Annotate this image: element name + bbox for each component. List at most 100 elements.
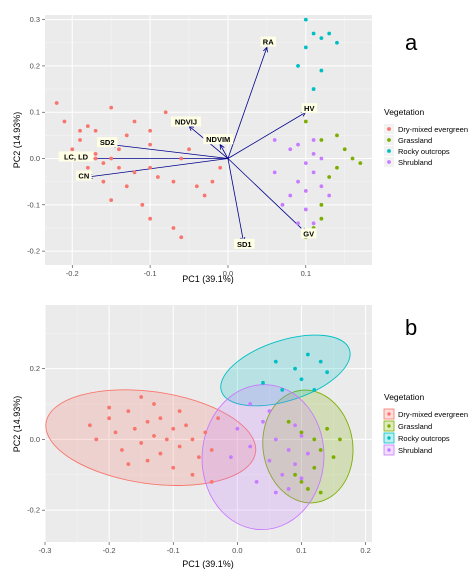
loading-label: GV bbox=[303, 229, 314, 238]
data-point bbox=[261, 419, 265, 424]
data-point bbox=[158, 451, 163, 456]
data-point bbox=[132, 119, 137, 124]
legend-label: Dry-mixed evergreen bbox=[398, 410, 468, 419]
data-point bbox=[312, 437, 317, 442]
data-point bbox=[303, 45, 308, 50]
data-point bbox=[171, 179, 176, 184]
data-point bbox=[235, 426, 240, 431]
legend-label: Grassland bbox=[398, 136, 432, 145]
data-point bbox=[305, 487, 310, 491]
data-point bbox=[124, 133, 129, 138]
data-point bbox=[318, 448, 323, 452]
confidence-ellipse bbox=[201, 384, 325, 531]
data-point bbox=[296, 179, 300, 184]
x-tick-label: -0.3 bbox=[39, 546, 52, 555]
data-point bbox=[335, 165, 339, 170]
loading-label-box bbox=[58, 151, 94, 162]
data-point bbox=[311, 170, 316, 175]
data-point bbox=[327, 31, 332, 36]
data-point bbox=[318, 490, 323, 495]
data-point bbox=[179, 235, 184, 240]
data-point bbox=[203, 430, 208, 435]
data-point bbox=[254, 479, 259, 484]
data-point bbox=[311, 87, 316, 91]
data-point bbox=[107, 416, 112, 421]
data-point bbox=[305, 352, 310, 357]
data-point bbox=[187, 147, 191, 152]
data-point bbox=[267, 458, 272, 463]
data-point bbox=[272, 170, 277, 175]
loading-label: SD1 bbox=[237, 240, 252, 249]
data-point bbox=[272, 138, 277, 142]
data-point bbox=[311, 221, 316, 226]
legend-key-dot bbox=[387, 436, 391, 440]
data-point bbox=[177, 444, 182, 449]
loading-arrowhead bbox=[263, 46, 268, 53]
legend-label: Dry-mixed evergreen bbox=[398, 125, 468, 134]
data-point bbox=[261, 380, 265, 385]
x-tick-label: -0.2 bbox=[103, 546, 116, 555]
x-tick-label: 0.1 bbox=[296, 546, 306, 555]
loading-label: RA bbox=[263, 38, 274, 47]
loading-arrow bbox=[227, 47, 268, 159]
data-point bbox=[85, 124, 90, 129]
data-point bbox=[101, 179, 106, 184]
legend-title: Vegetation bbox=[384, 392, 424, 402]
x-tick-label: -0.1 bbox=[167, 546, 180, 555]
data-point bbox=[113, 430, 118, 435]
data-point bbox=[229, 455, 233, 460]
data-point bbox=[190, 472, 195, 477]
data-point bbox=[196, 455, 201, 460]
data-point bbox=[145, 419, 150, 424]
loading-arrow bbox=[111, 144, 229, 159]
data-point bbox=[296, 142, 300, 147]
panel-letter-b: b bbox=[405, 315, 417, 340]
data-point bbox=[312, 387, 317, 392]
legend-key-dot bbox=[387, 127, 391, 131]
plot-b-grid bbox=[44, 305, 372, 542]
data-point bbox=[177, 409, 182, 414]
data-point bbox=[209, 448, 214, 452]
data-point bbox=[299, 377, 304, 382]
data-point bbox=[171, 426, 176, 431]
data-point bbox=[319, 36, 324, 41]
panel-a: -0.2 -0.1 0.0 0.1 -0.2 -0.1 0.0 0.1 0.2 0.3 RA HV N… bbox=[12, 15, 468, 284]
data-point bbox=[288, 193, 293, 198]
data-point bbox=[184, 423, 188, 428]
legend-b: Vegetation Dry-mixed evergreen Grassland Ro… bbox=[383, 392, 468, 456]
y-tick-label: -0.2 bbox=[27, 247, 40, 256]
data-point bbox=[132, 426, 137, 431]
data-point bbox=[273, 359, 278, 364]
data-point bbox=[335, 40, 339, 45]
data-point bbox=[158, 416, 163, 421]
panel-letter-a: a bbox=[405, 30, 418, 55]
data-point bbox=[335, 133, 339, 138]
data-point bbox=[286, 487, 291, 491]
data-point bbox=[311, 31, 316, 36]
x-tick-label: -0.1 bbox=[144, 269, 157, 278]
data-point bbox=[126, 409, 131, 414]
plot-a-y-axis-title: PC2 (14.93%) bbox=[12, 112, 22, 169]
data-point bbox=[93, 128, 98, 133]
data-point bbox=[319, 138, 324, 142]
data-point bbox=[303, 161, 308, 166]
loading-arrow bbox=[227, 158, 244, 242]
loading-label: LC, LD bbox=[64, 153, 89, 162]
loading-label-box bbox=[203, 134, 234, 145]
data-point bbox=[286, 448, 291, 452]
data-point bbox=[311, 138, 316, 142]
loading-arrowhead bbox=[219, 143, 225, 150]
data-point bbox=[327, 175, 332, 179]
data-point bbox=[109, 198, 114, 203]
data-point bbox=[117, 165, 121, 170]
data-point bbox=[87, 423, 92, 428]
data-point bbox=[273, 437, 278, 442]
loading-label-box bbox=[301, 103, 318, 114]
data-point bbox=[62, 119, 67, 124]
loading-label-box bbox=[260, 36, 277, 47]
data-point bbox=[139, 395, 144, 399]
data-point bbox=[286, 419, 291, 424]
data-point bbox=[107, 405, 112, 410]
data-point bbox=[293, 366, 297, 371]
legend-title: Vegetation bbox=[384, 107, 424, 117]
